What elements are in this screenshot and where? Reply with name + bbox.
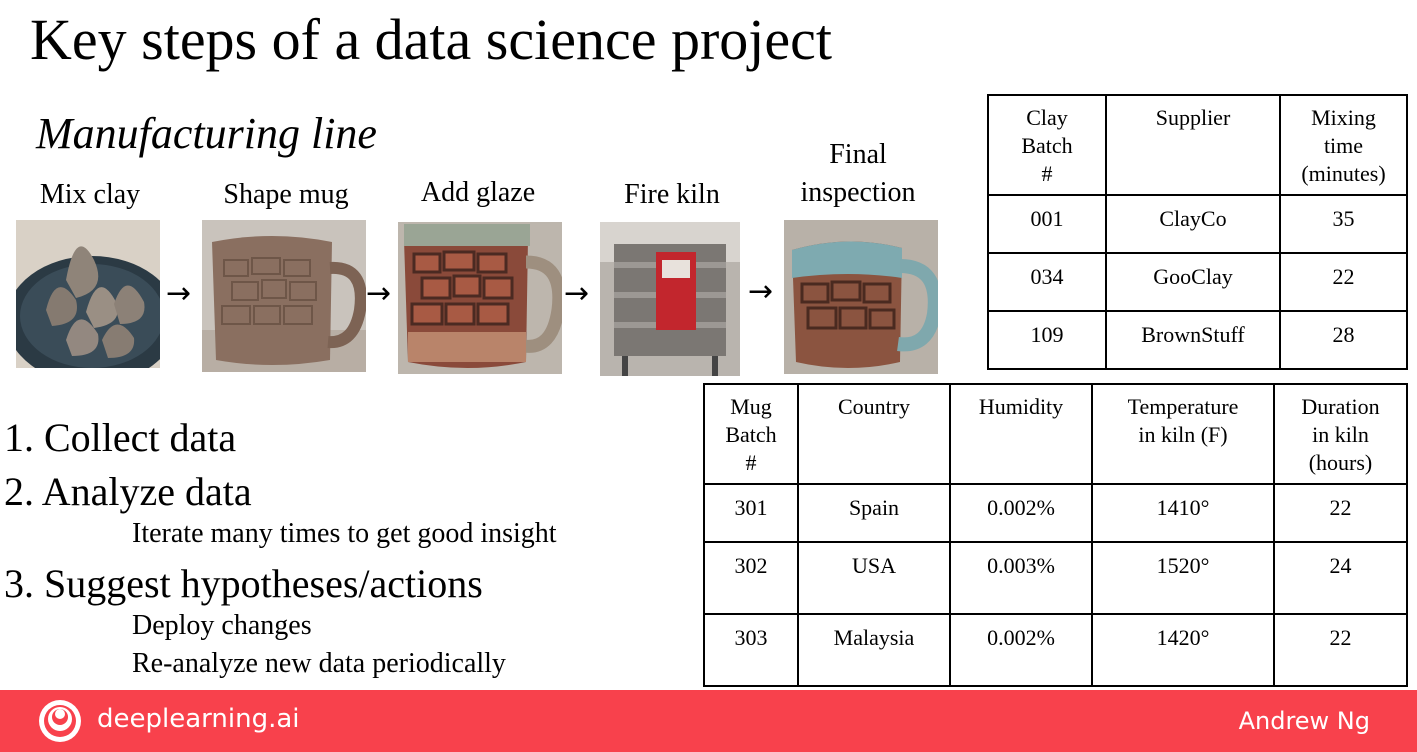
step-label-fire-kiln: Fire kiln bbox=[624, 179, 720, 210]
finished-mug-photo bbox=[784, 220, 938, 374]
table-row: 303 Malaysia 0.002% 1420° 22 bbox=[703, 613, 1408, 687]
list-item-analyze-data: 2. Analyze data bbox=[4, 469, 252, 514]
author-name: Andrew Ng bbox=[1238, 707, 1370, 735]
list-subitem-deploy: Deploy changes bbox=[132, 610, 312, 641]
table-cell: USA bbox=[797, 541, 951, 615]
table-cell: 1410° bbox=[1091, 483, 1275, 543]
brand-name: deeplearning.ai bbox=[97, 704, 300, 734]
table-cell: 24 bbox=[1273, 541, 1408, 615]
clay-lumps-photo bbox=[16, 220, 160, 368]
table-row: 302 USA 0.003% 1520° 24 bbox=[703, 541, 1408, 615]
table-row: 001 ClayCo 35 bbox=[987, 194, 1408, 254]
list-subitem-iterate: Iterate many times to get good insight bbox=[132, 518, 557, 549]
table-header: Duration in kiln (hours) bbox=[1273, 383, 1408, 485]
arrow-icon: → bbox=[564, 276, 590, 311]
table-cell: BrownStuff bbox=[1105, 310, 1281, 370]
table-header: Country bbox=[797, 383, 951, 485]
table-cell: 303 bbox=[703, 613, 799, 687]
table-cell: Spain bbox=[797, 483, 951, 543]
table-header: Supplier bbox=[1105, 94, 1281, 196]
table-header: Mug Batch # bbox=[703, 383, 799, 485]
table-cell: 0.003% bbox=[949, 541, 1093, 615]
unglazed-mug-photo bbox=[202, 220, 366, 372]
slide-title: Key steps of a data science project bbox=[30, 7, 832, 72]
table-row: 301 Spain 0.002% 1410° 22 bbox=[703, 483, 1408, 543]
table-header: Humidity bbox=[949, 383, 1093, 485]
table-cell: 1420° bbox=[1091, 613, 1275, 687]
list-item-suggest-hypotheses: 3. Suggest hypotheses/actions bbox=[4, 561, 483, 606]
footer-bar: deeplearning.ai Andrew Ng bbox=[0, 690, 1417, 752]
table-cell: 1520° bbox=[1091, 541, 1275, 615]
table-cell: 22 bbox=[1273, 613, 1408, 687]
arrow-icon: → bbox=[166, 276, 192, 311]
table-header: Clay Batch # bbox=[987, 94, 1107, 196]
arrow-icon: → bbox=[748, 274, 774, 309]
table-row: 034 GooClay 22 bbox=[987, 252, 1408, 312]
list-item-collect-data: 1. Collect data bbox=[4, 415, 237, 460]
table-cell: ClayCo bbox=[1105, 194, 1281, 254]
step-label-final-inspection: Final inspection bbox=[800, 139, 916, 208]
table-cell: 0.002% bbox=[949, 483, 1093, 543]
table-cell: 109 bbox=[987, 310, 1107, 370]
clay-batch-table: Clay Batch # Supplier Mixing time (minutes) … bbox=[987, 94, 1408, 370]
arrow-icon: → bbox=[366, 276, 392, 311]
table-cell: 301 bbox=[703, 483, 799, 543]
table-cell: 0.002% bbox=[949, 613, 1093, 687]
table-cell: 22 bbox=[1279, 252, 1408, 312]
table-cell: 28 bbox=[1279, 310, 1408, 370]
table-header: Mixing time (minutes) bbox=[1279, 94, 1408, 196]
table-cell: GooClay bbox=[1105, 252, 1281, 312]
deeplearning-logo-icon bbox=[36, 699, 84, 743]
step-label-shape-mug: Shape mug bbox=[223, 179, 349, 210]
table-cell: 001 bbox=[987, 194, 1107, 254]
table-cell: 35 bbox=[1279, 194, 1408, 254]
table-header: Temperature in kiln (F) bbox=[1091, 383, 1275, 485]
table-cell: 22 bbox=[1273, 483, 1408, 543]
kiln-photo bbox=[600, 222, 740, 376]
step-label-add-glaze: Add glaze bbox=[420, 177, 536, 208]
table-cell: 302 bbox=[703, 541, 799, 615]
mug-batch-table: Mug Batch # Country Humidity Temperature in… bbox=[703, 383, 1408, 687]
table-cell: Malaysia bbox=[797, 613, 951, 687]
glazed-mug-photo bbox=[398, 222, 562, 374]
step-label-mix-clay: Mix clay bbox=[39, 179, 141, 210]
table-cell: 034 bbox=[987, 252, 1107, 312]
slide-subtitle: Manufacturing line bbox=[36, 109, 377, 158]
table-row: 109 BrownStuff 28 bbox=[987, 310, 1408, 370]
list-subitem-reanalyze: Re-analyze new data periodically bbox=[132, 648, 506, 679]
